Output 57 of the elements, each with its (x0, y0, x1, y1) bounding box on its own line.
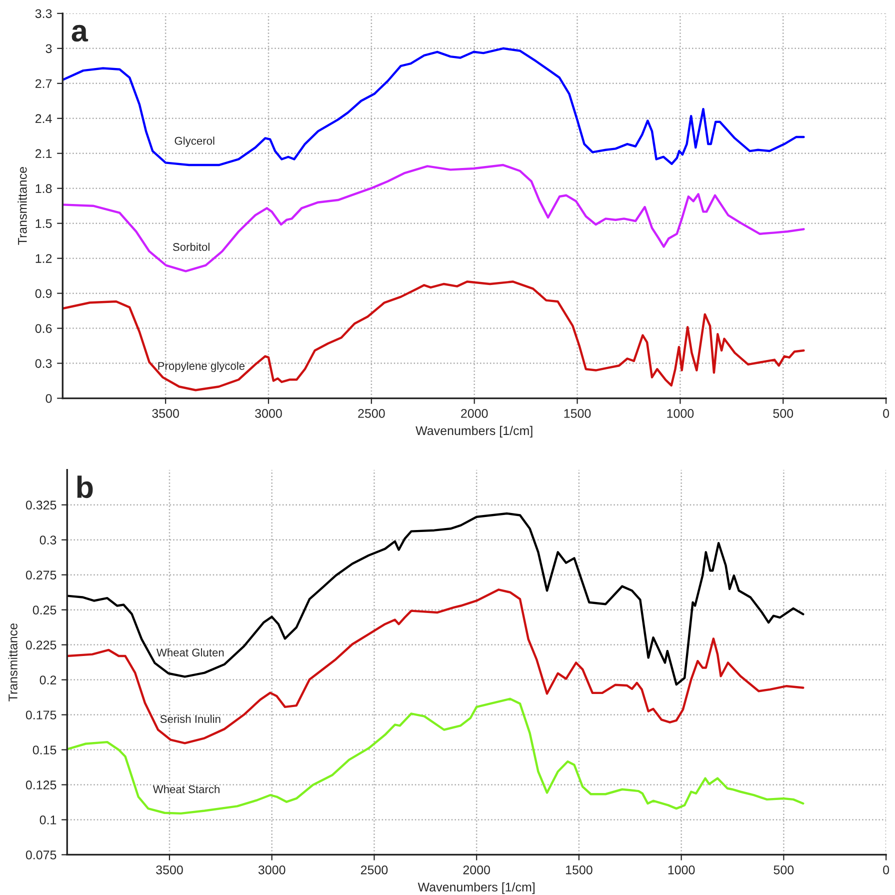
x-tick-label: 500 (774, 865, 794, 874)
x-axis-title: Wavenumbers [1/cm] (418, 882, 535, 894)
line-series (62, 47, 805, 166)
series-label: Wheat Starch (152, 785, 220, 794)
series-label: Propylene glycole (158, 362, 245, 372)
y-tick-label: 0 (46, 394, 52, 403)
x-tick-label: 3000 (258, 865, 286, 874)
x-tick-label: 0 (883, 865, 890, 874)
y-tick-label: 0.125 (26, 780, 56, 790)
line-series (67, 512, 804, 686)
y-tick-label: 1.5 (36, 219, 52, 228)
y-tick-label: 0.6 (35, 324, 52, 333)
y-tick-label: 0.275 (26, 570, 56, 580)
y-tick-label: 0.075 (26, 850, 56, 860)
x-tick-label: 2000 (461, 409, 488, 418)
y-tick-label: 0.9 (35, 289, 52, 298)
y-axis-title: Transmittance (18, 167, 27, 245)
y-tick-label: 0.1 (40, 816, 56, 824)
x-tick-label: 3500 (156, 865, 183, 874)
y-tick-label: 0.2 (40, 676, 56, 684)
y-tick-label: 3.3 (35, 9, 52, 18)
series-label: Wheat Gluten (156, 648, 224, 656)
line-series (67, 698, 804, 815)
y-tick-label: 2.1 (35, 149, 52, 158)
y-tick-label: 1.8 (36, 184, 52, 194)
y-tick-label: 2.4 (35, 114, 52, 123)
x-tick-label: 1500 (564, 409, 591, 418)
chart-title: a (72, 24, 88, 42)
y-tick-label: 1.2 (36, 254, 52, 263)
x-tick-label: 2500 (360, 865, 388, 874)
y-tick-label: 0.3 (40, 536, 56, 544)
x-tick-label: 1000 (667, 409, 694, 418)
series-label: Glycerol (174, 136, 214, 147)
y-tick-label: 3 (46, 44, 52, 54)
y-tick-label: 0.325 (26, 500, 56, 510)
y-tick-label: 0.175 (26, 710, 56, 720)
line-series (67, 588, 804, 744)
x-tick-label: 2500 (358, 409, 385, 418)
y-tick-label: 0.25 (32, 606, 56, 614)
x-tick-label: 500 (773, 409, 794, 418)
line-series (62, 164, 805, 272)
x-tick-label: 1500 (566, 865, 592, 874)
x-tick-label: 1000 (668, 865, 695, 874)
x-tick-label: 2000 (463, 865, 490, 874)
y-tick-label: 0.225 (26, 640, 56, 650)
series-label: Serish Inulin (160, 714, 220, 723)
y-tick-label: 0.3 (35, 359, 52, 368)
x-axis-title: Wavenumbers [1/cm] (416, 426, 532, 438)
line-series (62, 280, 805, 392)
y-tick-label: 2.7 (35, 79, 52, 88)
x-tick-label: 0 (883, 409, 890, 418)
x-tick-label: 3500 (152, 409, 179, 418)
chart-title: b (77, 476, 93, 498)
x-tick-label: 3000 (255, 409, 282, 418)
series-label: Sorbitol (172, 242, 210, 251)
y-axis-title: Transmittance (8, 623, 18, 702)
y-tick-label: 0.15 (32, 746, 56, 754)
